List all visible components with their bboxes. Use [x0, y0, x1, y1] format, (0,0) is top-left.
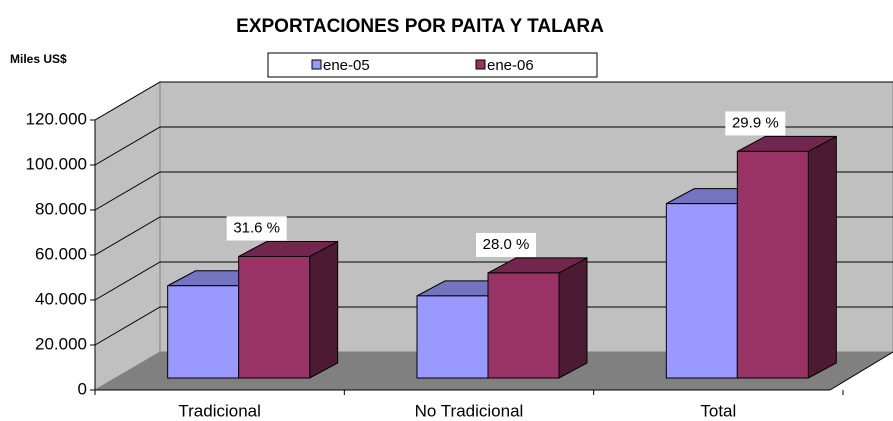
y-tick-label: 60.000 — [35, 244, 87, 263]
legend-label: ene-06 — [487, 57, 534, 74]
bar-side — [558, 257, 588, 379]
legend-swatch — [311, 59, 322, 70]
legend — [267, 52, 598, 78]
y-axis-label: Miles US$ — [10, 52, 67, 66]
y-tick-label: 80.000 — [35, 199, 87, 218]
y-tick-label: 20.000 — [35, 334, 87, 353]
y-tick-label: 100.000 — [26, 154, 87, 173]
bar-side — [309, 240, 339, 379]
x-axis-end — [829, 351, 893, 391]
bar — [487, 272, 560, 379]
y-tick-label: 120.000 — [26, 109, 87, 128]
annotation-box — [725, 111, 786, 136]
annotation: 28.0 % — [483, 236, 530, 253]
chart-title: EXPORTACIONES POR PAITA Y TALARA — [236, 16, 604, 37]
annotation: 31.6 % — [233, 219, 280, 236]
y-tick-label: 40.000 — [35, 289, 87, 308]
bar — [416, 295, 489, 379]
bar-side — [807, 135, 837, 379]
annotation: 29.9 % — [732, 114, 779, 131]
bar — [665, 203, 738, 379]
legend-swatch — [475, 59, 486, 70]
grid-line — [94, 126, 893, 166]
x-tick-label: Tradicional — [178, 401, 261, 420]
legend-label: ene-05 — [323, 57, 370, 74]
x-tick-label: No Tradicional — [415, 401, 524, 420]
bar — [736, 150, 809, 379]
grid-line — [94, 261, 893, 301]
bar — [167, 285, 240, 379]
grid-line — [94, 171, 893, 211]
annotation-box — [226, 216, 287, 241]
x-tick-label: Total — [700, 401, 736, 420]
annotation-box — [476, 232, 536, 257]
grid-line — [94, 81, 893, 121]
bar — [238, 256, 311, 379]
grid-line — [94, 216, 893, 256]
grid-line — [94, 306, 893, 346]
y-tick-label: 0 — [78, 379, 87, 398]
